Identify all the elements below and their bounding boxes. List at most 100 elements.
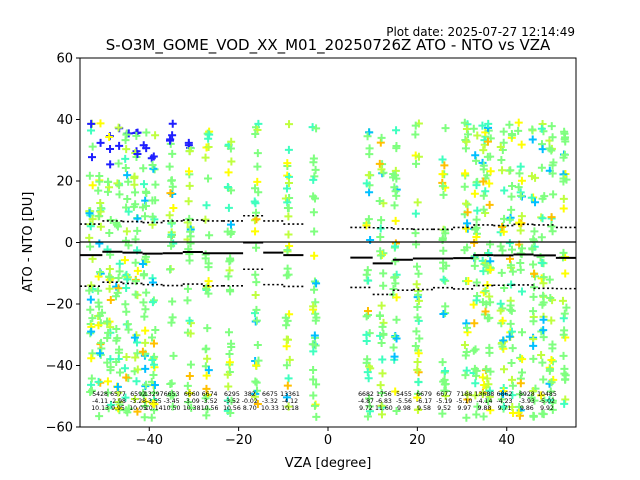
scatter-point: [150, 400, 159, 409]
scatter-point: [106, 274, 115, 283]
scatter-point: [106, 216, 115, 225]
bin-count-label: 6682: [358, 391, 374, 398]
scatter-point: [254, 188, 263, 197]
scatter-point: [252, 361, 261, 370]
scatter-point: [441, 226, 450, 235]
scatter-point: [471, 345, 480, 354]
bin-std-label: 9.88: [478, 405, 492, 412]
scatter-point: [250, 392, 259, 401]
bin-count-label: 13688: [475, 391, 495, 398]
scatter-point: [252, 305, 261, 314]
scatter-point: [462, 366, 471, 375]
bin-count-label: 5455: [396, 391, 412, 398]
bin-mean-label: -3.32: [262, 398, 278, 405]
scatter-point: [124, 207, 133, 216]
scatter-point: [114, 159, 123, 168]
scatter-point: [151, 180, 160, 189]
scatter-column: [438, 124, 451, 418]
scatter-point: [88, 181, 97, 190]
scatter-point: [204, 366, 213, 375]
scatter-point: [365, 128, 374, 137]
scatter-point: [183, 381, 192, 390]
scatter-point: [499, 389, 508, 398]
scatter-point: [377, 165, 386, 174]
scatter-point: [537, 124, 546, 133]
scatter-point: [94, 321, 103, 330]
scatter-point: [508, 267, 517, 276]
scatter-point: [105, 132, 114, 141]
scatter-point: [151, 131, 160, 140]
scatter-point: [528, 244, 537, 253]
scatter-point: [538, 258, 547, 267]
scatter-point: [202, 201, 211, 210]
scatter-point: [377, 301, 386, 310]
scatter-point: [377, 339, 386, 348]
scatter-column: [389, 126, 401, 415]
scatter-point: [463, 323, 472, 332]
scatter-point: [463, 200, 472, 209]
scatter-point: [149, 370, 158, 379]
scatter-point: [115, 190, 124, 199]
scatter-point: [311, 165, 320, 174]
scatter-point: [103, 187, 112, 196]
scatter-point: [529, 335, 538, 344]
scatter-point: [123, 320, 132, 329]
plot-area: 5428-4.1110.136577-2.989.956592-3.2810.0…: [79, 57, 577, 428]
scatter-point: [105, 183, 114, 192]
scatter-point: [517, 368, 526, 377]
scatter-point: [469, 346, 478, 355]
scatter-point: [122, 373, 131, 382]
scatter-point: [283, 264, 292, 273]
scatter-point: [561, 395, 570, 404]
scatter-point: [392, 315, 401, 324]
scatter-point: [391, 387, 400, 396]
scatter-point: [86, 295, 95, 304]
scatter-point: [167, 318, 176, 327]
scatter-point: [121, 300, 130, 309]
scatter-point: [505, 215, 514, 224]
bin-std-label: 9.97: [457, 405, 471, 412]
scatter-point: [439, 246, 448, 255]
scatter-point: [115, 368, 124, 377]
bin-count-label: 5428: [92, 391, 108, 398]
scatter-point: [560, 129, 569, 138]
scatter-point: [121, 136, 130, 145]
scatter-point: [204, 277, 213, 286]
scatter-point: [115, 141, 124, 150]
scatter-column: [545, 122, 558, 414]
bin-count-label: 6679: [416, 391, 432, 398]
bin-mean-label: -4.87: [358, 398, 374, 405]
bin-count-label: 6862: [497, 391, 513, 398]
scatter-point: [392, 406, 401, 415]
scatter-point: [309, 391, 318, 400]
scatter-point: [497, 268, 506, 277]
scatter-point: [537, 391, 546, 400]
scatter-point: [105, 265, 114, 274]
scatter-point: [225, 285, 234, 294]
scatter-point: [508, 381, 517, 390]
scatter-point: [151, 325, 160, 334]
scatter-point: [133, 407, 142, 416]
scatter-point: [472, 410, 481, 419]
y-tick-label: 60: [56, 52, 73, 67]
scatter-point: [441, 302, 450, 311]
scatter-point: [497, 155, 506, 164]
scatter-point: [96, 119, 105, 128]
scatter-point: [472, 215, 481, 224]
scatter-point: [363, 412, 372, 421]
scatter-point: [205, 231, 214, 240]
scatter-point: [106, 160, 115, 169]
scatter-point: [140, 312, 149, 321]
scatter-point: [546, 293, 555, 302]
scatter-point: [94, 377, 103, 386]
scatter-point: [485, 200, 494, 209]
scatter-point: [390, 201, 399, 210]
scatter-point: [545, 144, 554, 153]
scatter-point: [150, 381, 159, 390]
scatter-point: [507, 306, 516, 315]
scatter-point: [94, 298, 103, 307]
y-tick-label: 0: [65, 236, 73, 251]
scatter-point: [506, 319, 515, 328]
